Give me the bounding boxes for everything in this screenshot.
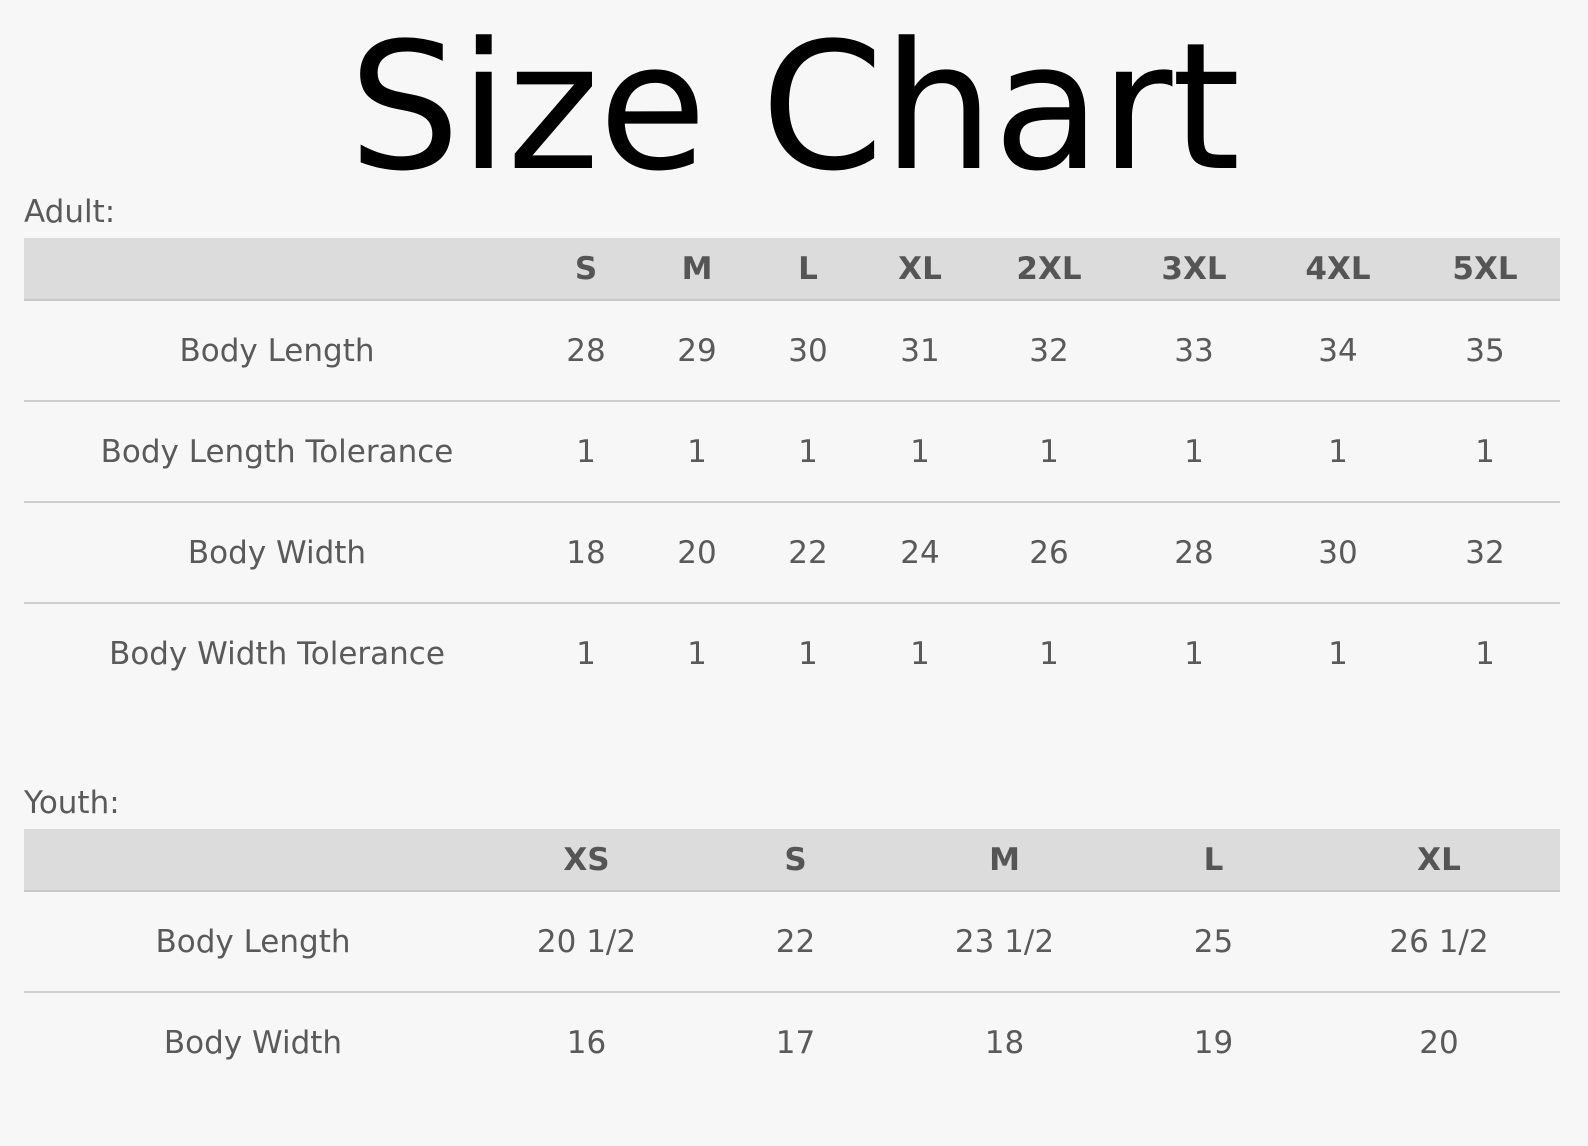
table-cell: 1 [1039, 636, 1059, 672]
size-header: 5XL [1410, 238, 1560, 301]
size-header: XS [482, 829, 691, 892]
table-row: Body Length 20 1/2 22 23 1/2 25 26 1/2 [24, 891, 1560, 993]
table-cell: 20 [642, 502, 752, 604]
table-cell: 1 [687, 636, 707, 672]
table-cell: 34 [1266, 300, 1410, 402]
table-cell: 31 [864, 300, 976, 402]
table-cell: 32 [1410, 502, 1560, 604]
row-label: Body Length [24, 300, 530, 402]
table-cell: 20 1/2 [482, 891, 691, 993]
table-cell: 22 [691, 891, 900, 993]
size-header: XL [864, 238, 976, 301]
table-header-row: S M L XL 2XL 3XL 4XL 5XL [24, 238, 1560, 301]
table-cell: 1 [864, 401, 976, 503]
table-cell: 28 [1122, 502, 1266, 604]
table-cell: 1 [1475, 636, 1495, 672]
table-cell: 1 [1328, 636, 1348, 672]
table-cell: 1 [1410, 401, 1560, 503]
size-header: XL [1318, 829, 1560, 892]
table-row: Body Width 18 20 22 24 26 28 30 32 [24, 502, 1560, 604]
size-header: S [691, 829, 900, 892]
size-header: L [752, 238, 864, 301]
table-cell: 1 [1266, 401, 1410, 503]
adult-size-table: S M L XL 2XL 3XL 4XL 5XL Body Length 28 … [24, 238, 1560, 704]
table-cell: 30 [1266, 502, 1410, 604]
row-label: Body Width [163, 1025, 343, 1061]
size-header: 4XL [1266, 238, 1410, 301]
table-cell: 1 [576, 636, 596, 672]
table-row: Body Length Tolerance 1 1 1 1 1 1 1 1 [24, 401, 1560, 503]
table-cell: 1 [1122, 401, 1266, 503]
table-cell: 33 [1122, 300, 1266, 402]
header-blank-cell [24, 829, 482, 892]
adult-section: Adult: S M L XL 2XL 3XL 4XL 5XL Body Len… [24, 192, 1560, 704]
size-header: 3XL [1122, 238, 1266, 301]
table-cell: 1 [798, 636, 818, 672]
size-header: M [642, 238, 752, 301]
size-header: L [1109, 829, 1318, 892]
row-label: Body Width [24, 502, 530, 604]
table-cell: 18 [984, 1025, 1025, 1061]
table-cell: 1 [642, 401, 752, 503]
table-cell: 1 [752, 401, 864, 503]
page-title: Size Chart [348, 5, 1241, 210]
youth-section: Youth: XS S M L XL Body Length 20 1/2 22… [24, 783, 1560, 1093]
table-cell: 25 [1109, 891, 1318, 993]
table-cell: 26 1/2 [1318, 891, 1560, 993]
table-header-row: XS S M L XL [24, 829, 1560, 892]
table-row: Body Length 28 29 30 31 32 33 34 35 [24, 300, 1560, 402]
table-cell: 16 [566, 1025, 607, 1061]
adult-section-label: Adult: [24, 194, 116, 230]
table-cell: 1 [530, 401, 642, 503]
youth-size-table: XS S M L XL Body Length 20 1/2 22 23 1/2… [24, 829, 1560, 1093]
table-cell: 1 [1184, 636, 1204, 672]
table-row: Body Width Tolerance 1 1 1 1 1 1 1 1 [24, 603, 1560, 704]
row-label: Body Length [24, 891, 482, 993]
table-cell: 1 [976, 401, 1122, 503]
table-cell: 23 1/2 [900, 891, 1109, 993]
table-cell: 29 [642, 300, 752, 402]
table-cell: 32 [976, 300, 1122, 402]
table-cell: 26 [976, 502, 1122, 604]
size-header: M [900, 829, 1109, 892]
size-header: S [530, 238, 642, 301]
table-cell: 28 [530, 300, 642, 402]
table-cell: 24 [864, 502, 976, 604]
row-label: Body Width Tolerance [109, 636, 445, 672]
table-cell: 35 [1410, 300, 1560, 402]
table-row: Body Width 16 17 18 19 20 [24, 992, 1560, 1093]
table-cell: 20 [1419, 1025, 1459, 1061]
table-cell: 17 [775, 1025, 816, 1061]
table-cell: 22 [752, 502, 864, 604]
row-label: Body Length Tolerance [24, 401, 530, 503]
table-cell: 18 [530, 502, 642, 604]
header-blank-cell [24, 238, 530, 301]
table-cell: 1 [910, 636, 930, 672]
table-cell: 19 [1193, 1025, 1234, 1061]
youth-section-label: Youth: [24, 785, 120, 821]
size-header: 2XL [976, 238, 1122, 301]
table-cell: 30 [752, 300, 864, 402]
